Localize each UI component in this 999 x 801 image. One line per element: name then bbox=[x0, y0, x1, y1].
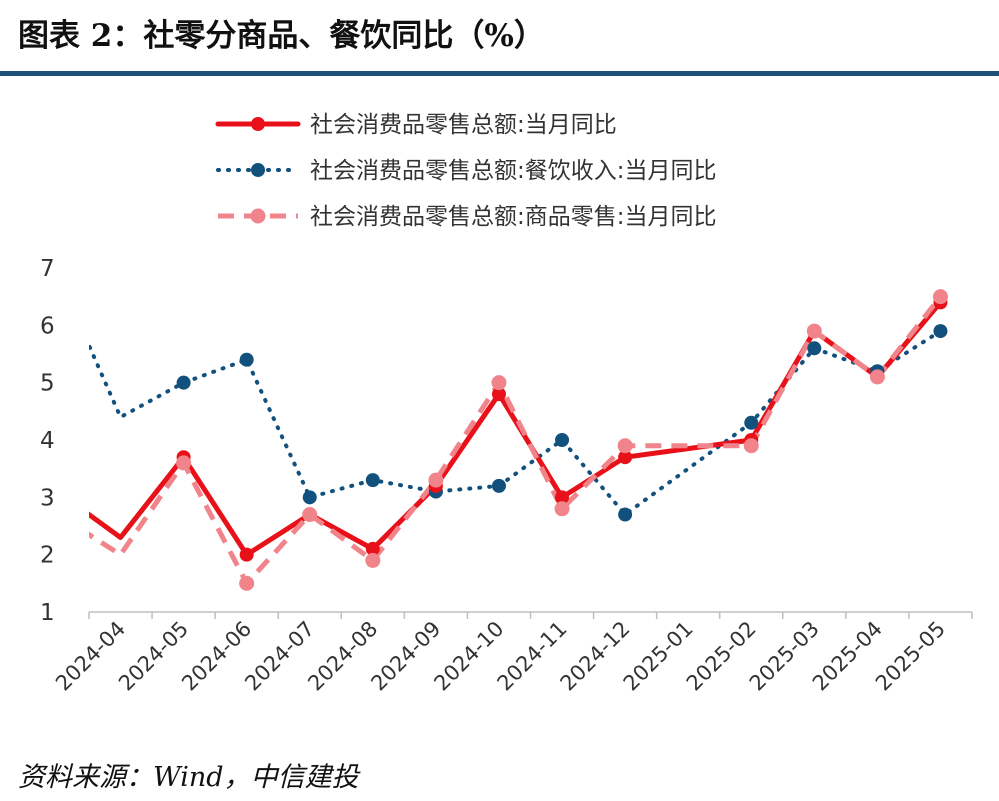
chart-series bbox=[89, 295, 943, 586]
y-tick-label: 5 bbox=[40, 371, 55, 397]
y-tick-label: 2 bbox=[40, 543, 55, 569]
data-point-solid bbox=[239, 547, 254, 562]
data-point-dotted bbox=[618, 507, 633, 522]
source-note: 资料来源：Wind，中信建投 bbox=[18, 762, 359, 793]
legend-label: 社会消费品零售总额:商品零售:当月同比 bbox=[310, 204, 717, 230]
series-line-dashed bbox=[89, 295, 943, 586]
data-point-dashed bbox=[491, 375, 507, 391]
series-line-dotted bbox=[89, 329, 943, 517]
y-tick-label: 3 bbox=[40, 485, 55, 511]
data-point-dashed bbox=[806, 323, 822, 339]
chart-markers bbox=[176, 289, 948, 591]
chart-legend: 社会消费品零售总额:当月同比社会消费品零售总额:餐饮收入:当月同比社会消费品零售… bbox=[215, 112, 717, 230]
data-point-dashed bbox=[176, 455, 192, 471]
chart-axes: 2024-042024-052024-062024-072024-082024-… bbox=[40, 256, 973, 696]
title-rule bbox=[0, 71, 999, 76]
y-tick-label: 7 bbox=[40, 256, 55, 282]
legend-label: 社会消费品零售总额:当月同比 bbox=[310, 112, 617, 138]
data-point-dashed bbox=[743, 438, 759, 454]
data-point-dashed bbox=[554, 501, 570, 517]
data-point-dashed bbox=[428, 472, 444, 488]
data-point-dashed bbox=[302, 507, 318, 523]
legend-marker-dotted bbox=[251, 163, 265, 177]
data-point-dashed bbox=[239, 575, 255, 591]
y-tick-label: 6 bbox=[40, 313, 55, 339]
x-tick-label: 2025-05 bbox=[871, 617, 950, 696]
y-tick-label: 4 bbox=[40, 428, 55, 454]
series-line-solid bbox=[89, 299, 943, 558]
data-point-dashed bbox=[617, 438, 633, 454]
legend-label: 社会消费品零售总额:餐饮收入:当月同比 bbox=[310, 158, 717, 184]
chart-title: 图表 2：社零分商品、餐饮同比（%） bbox=[18, 18, 545, 54]
legend-marker-dashed bbox=[250, 208, 266, 224]
data-point-dashed bbox=[365, 552, 381, 568]
data-point-solid bbox=[491, 387, 506, 402]
data-point-dotted bbox=[491, 478, 506, 493]
data-point-solid bbox=[618, 450, 633, 465]
data-point-dashed bbox=[932, 289, 948, 305]
line-chart: 社会消费品零售总额:当月同比社会消费品零售总额:餐饮收入:当月同比社会消费品零售… bbox=[40, 112, 973, 696]
y-tick-label: 1 bbox=[40, 600, 55, 626]
data-point-dotted bbox=[555, 433, 570, 447]
data-point-dotted bbox=[365, 473, 380, 488]
data-point-dotted bbox=[176, 375, 191, 390]
data-point-solid bbox=[365, 541, 380, 556]
data-point-solid bbox=[555, 490, 570, 505]
data-point-dotted bbox=[744, 415, 759, 430]
data-point-dotted bbox=[239, 352, 254, 367]
data-point-dotted bbox=[933, 324, 948, 339]
data-point-dotted bbox=[302, 490, 317, 505]
data-point-dotted bbox=[807, 341, 822, 356]
legend-marker-solid bbox=[251, 117, 265, 131]
data-point-dashed bbox=[869, 369, 885, 385]
